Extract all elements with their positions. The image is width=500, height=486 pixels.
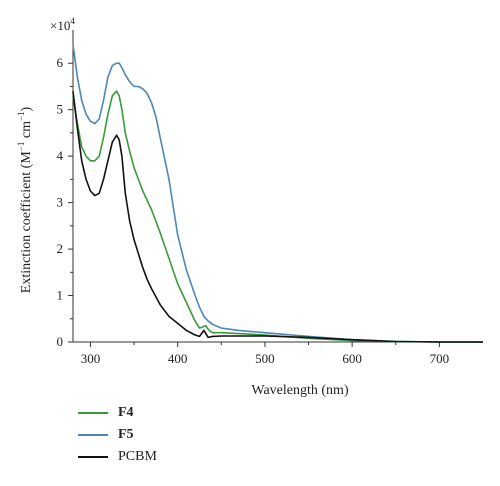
y-axis-label: Extinction coefficient (M−1 cm−1): [16, 106, 34, 293]
y-multiplier-label: ×104: [50, 16, 75, 33]
y-multiplier-base: ×10: [50, 18, 70, 33]
y-tick-label: 3: [57, 195, 64, 210]
x-tick-label: 700: [430, 351, 450, 366]
series-line-pcbm: [72, 91, 483, 343]
y-axis-label-end: ): [19, 106, 34, 111]
y-axis-label-sup2: −1: [16, 111, 26, 121]
legend-label-f5: F5: [118, 427, 134, 442]
legend-item-f5: F5: [78, 424, 157, 446]
series-layer: [72, 44, 483, 343]
y-tick-label: 0: [57, 334, 64, 349]
legend-swatch-pcbm: [78, 456, 108, 458]
legend-item-pcbm: PCBM: [78, 446, 157, 468]
axes: 0 1 2 3 4 5 6 300 400 500 600 700: [57, 30, 483, 366]
series-line-f4: [72, 90, 483, 343]
x-tick-label: 600: [342, 351, 362, 366]
y-tick-label: 6: [57, 55, 64, 70]
legend-label-pcbm: PCBM: [118, 449, 157, 464]
x-tick-label: 300: [81, 351, 101, 366]
legend-item-f4: F4: [78, 402, 157, 424]
x-axis-label: Wavelength (nm): [251, 383, 349, 398]
legend: F4 F5 PCBM: [78, 402, 157, 468]
y-multiplier-exponent: 4: [70, 16, 75, 26]
x-tick-label: 500: [255, 351, 275, 366]
y-axis-label-main: Extinction coefficient (M: [19, 151, 34, 294]
y-tick-label: 4: [57, 148, 64, 163]
y-tick-label: 2: [57, 241, 64, 256]
y-axis-label-sup1: −1: [16, 142, 26, 152]
legend-swatch-f5: [78, 434, 108, 436]
y-tick-label: 1: [57, 288, 64, 303]
series-line-f5: [72, 44, 483, 343]
y-axis-label-mid: cm: [19, 121, 34, 142]
legend-label-f4: F4: [118, 405, 134, 420]
legend-swatch-f4: [78, 412, 108, 414]
x-tick-label: 400: [168, 351, 188, 366]
y-tick-label: 5: [57, 102, 64, 117]
